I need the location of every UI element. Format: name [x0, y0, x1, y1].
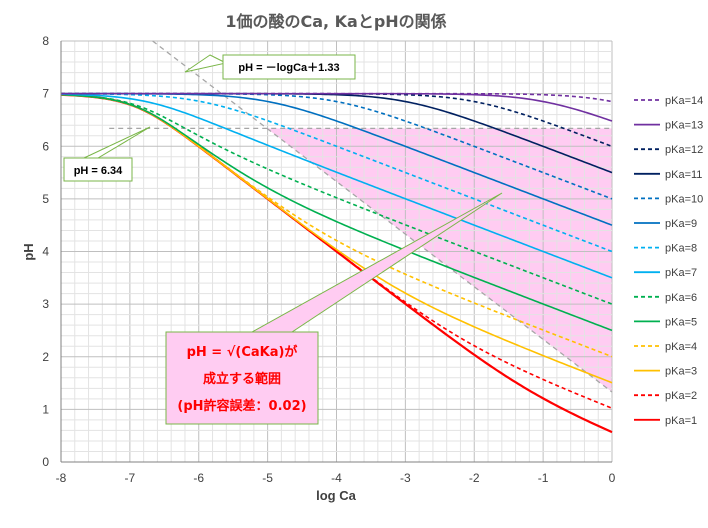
series-line-pka-5	[60, 93, 613, 332]
y-tick-label: 1	[42, 402, 49, 416]
legend-label-pka-6: pKa=6	[665, 292, 697, 304]
legend-label-pka-11: pKa=11	[665, 169, 702, 181]
legend-label-pka-3: pKa=3	[665, 366, 697, 378]
y-tick-label: 4	[42, 245, 49, 259]
x-tick-label: -6	[193, 471, 204, 485]
tick-labels-layer: -8 -7 -6 -5 -4 -3 -2 -1 0 0 1 2 3 4 5 6 7 8	[42, 34, 615, 485]
x-tick-label: -7	[125, 471, 136, 485]
legend-label-pka-5: pKa=5	[665, 316, 697, 328]
x-tick-label: -2	[469, 471, 480, 485]
series-line-pka-4	[60, 93, 613, 358]
series-line-pka-7	[60, 93, 613, 279]
x-tick-label: -5	[262, 471, 273, 485]
legend-label-pka-9: pKa=9	[665, 218, 697, 230]
series-layer	[60, 92, 613, 434]
region-annotation-line3: (pH許容誤差：0.02)	[177, 398, 306, 414]
legend-label-pka-12: pKa=12	[665, 144, 703, 156]
legend: pKa=14 pKa=13 pKa=12 pKa=11 pKa=10 pKa=9 pKa=8…	[634, 95, 703, 427]
legend-label-pka-4: pKa=4	[665, 341, 697, 353]
horizontal-annotation-text: pH = 6.34	[74, 165, 123, 177]
legend-label-pka-7: pKa=7	[665, 267, 697, 279]
diagonal-line-annotation: pH = －logCa＋1.33	[184, 54, 356, 80]
y-tick-label: 5	[42, 192, 49, 206]
series-line-pka-6	[60, 93, 613, 305]
x-tick-label: -1	[538, 471, 549, 485]
y-tick-label: 2	[42, 350, 49, 364]
y-tick-label: 7	[42, 87, 49, 101]
series-line-pka-14	[61, 92, 613, 103]
horizontal-line-annotation: pH = 6.34	[63, 126, 151, 182]
series-line-pka-8	[60, 92, 613, 253]
legend-label-pka-8: pKa=8	[665, 243, 697, 255]
diagonal-annotation-text: pH = －logCa＋1.33	[238, 62, 339, 74]
diagonal-annotation-box	[222, 54, 356, 80]
x-tick-label: -4	[331, 471, 342, 485]
y-axis-label: pH	[21, 243, 36, 260]
region-annotation-line1: pH = √(CaKa)が	[187, 344, 298, 360]
region-annotation: pH = √(CaKa)が 成立する範囲 (pH許容誤差：0.02)	[165, 192, 503, 425]
x-tick-label: -8	[56, 471, 67, 485]
x-tick-label: 0	[609, 471, 616, 485]
legend-label-pka-10: pKa=10	[665, 193, 703, 205]
y-tick-label: 8	[42, 34, 49, 48]
y-tick-label: 0	[42, 455, 49, 469]
horizontal-annotation-box	[63, 157, 133, 182]
diagonal-annotation-pointer	[184, 54, 228, 73]
horizontal-annotation-pointer	[83, 126, 151, 159]
y-tick-label: 3	[42, 297, 49, 311]
region-annotation-box	[165, 331, 319, 425]
x-axis-label: log Ca	[316, 488, 356, 503]
axes-layer	[60, 41, 612, 463]
legend-label-pka-13: pKa=13	[665, 120, 703, 132]
region-annotation-line2: 成立する範囲	[203, 371, 281, 387]
chart-title: 1価の酸のCa, KaとpHの関係	[225, 12, 446, 31]
legend-label-pka-14: pKa=14	[665, 95, 703, 107]
x-tick-label: -3	[400, 471, 411, 485]
series-line-pka-2	[60, 93, 613, 409]
y-tick-label: 6	[42, 139, 49, 153]
legend-label-pka-2: pKa=2	[665, 390, 697, 402]
legend-label-pka-1: pKa=1	[665, 415, 697, 427]
